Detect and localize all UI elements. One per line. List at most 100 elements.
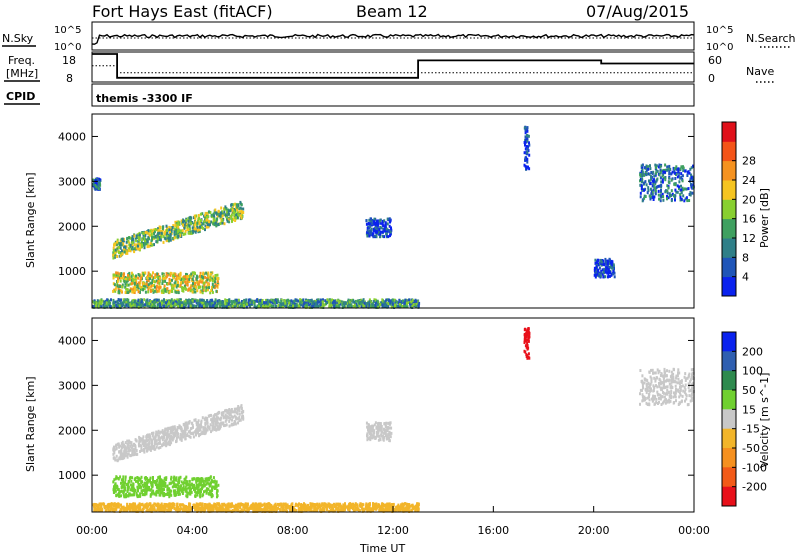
data-cell — [213, 285, 215, 288]
data-cell — [177, 432, 179, 435]
data-cell — [120, 298, 122, 301]
data-cell — [171, 436, 173, 439]
data-cell — [187, 284, 189, 287]
colorbar-tick-label: 8 — [742, 251, 749, 264]
data-cell — [174, 425, 176, 428]
data-cell — [134, 282, 136, 285]
data-cell — [182, 482, 184, 485]
data-cell — [158, 435, 160, 438]
data-cell — [596, 261, 598, 264]
colorbar-segment — [722, 199, 736, 219]
data-cell — [185, 476, 187, 479]
data-cell — [174, 303, 176, 306]
data-cell — [168, 291, 170, 294]
data-cell — [170, 476, 172, 479]
data-cell — [611, 266, 613, 269]
data-cell — [157, 235, 159, 238]
data-cell — [387, 218, 389, 221]
data-cell — [241, 415, 243, 418]
data-cell — [220, 418, 222, 421]
data-cell — [117, 477, 119, 480]
data-cell — [345, 301, 347, 304]
data-cell — [235, 416, 237, 419]
data-cell — [357, 299, 359, 302]
colorbar-segment — [722, 141, 736, 161]
data-cell — [197, 490, 199, 493]
data-cell — [200, 423, 202, 426]
data-cell — [217, 494, 219, 497]
data-cell — [180, 476, 182, 479]
data-cell — [668, 177, 670, 180]
data-cell — [94, 188, 96, 191]
data-cell — [320, 303, 322, 306]
data-cell — [684, 170, 686, 173]
data-cell — [220, 213, 222, 216]
data-cell — [148, 439, 150, 442]
data-cell — [248, 299, 250, 302]
data-cell — [205, 219, 207, 222]
data-cell — [124, 478, 126, 481]
data-cell — [202, 486, 204, 489]
data-cell — [200, 213, 202, 216]
data-cell — [201, 281, 203, 284]
data-cell — [186, 275, 188, 278]
data-cell — [669, 195, 671, 198]
data-cell — [116, 301, 118, 304]
data-cell — [185, 437, 187, 440]
data-cell — [151, 279, 153, 282]
data-cell — [232, 416, 234, 419]
data-cell — [124, 280, 126, 283]
data-cell — [161, 302, 163, 305]
data-cell — [167, 492, 169, 495]
data-cell — [138, 439, 140, 442]
noise-right-tick-top: 10^5 — [706, 25, 733, 36]
data-cell — [176, 476, 178, 479]
data-cell — [382, 304, 384, 307]
data-cell — [141, 243, 143, 246]
data-cell — [678, 180, 680, 183]
data-cell — [239, 210, 241, 213]
data-cell — [214, 280, 216, 283]
data-cell — [527, 147, 529, 150]
data-cell — [211, 286, 213, 289]
data-cell — [178, 485, 180, 488]
data-cell — [399, 303, 401, 306]
data-cell — [117, 459, 119, 462]
data-cell — [156, 479, 158, 482]
data-cell — [369, 231, 371, 234]
data-cell — [237, 412, 239, 415]
data-cell — [203, 483, 205, 486]
data-cell — [235, 408, 237, 411]
data-cell — [242, 410, 244, 413]
noise-left-tick-bottom: 10^0 — [54, 42, 81, 53]
data-cell — [239, 201, 241, 204]
data-cell — [598, 259, 600, 262]
data-cell — [127, 483, 129, 486]
data-cell — [182, 220, 184, 223]
data-cell — [689, 168, 691, 171]
data-cell — [178, 426, 180, 429]
data-cell — [142, 493, 144, 496]
data-cell — [194, 430, 196, 433]
data-cell — [674, 199, 676, 202]
data-cell — [675, 183, 677, 186]
data-cell — [256, 300, 258, 303]
data-cell — [164, 439, 166, 442]
data-cell — [385, 232, 387, 235]
data-cell — [160, 238, 162, 241]
noise-sky-label: N.Sky — [2, 32, 34, 45]
data-cell — [595, 271, 597, 274]
data-cell — [167, 485, 169, 488]
data-cell — [131, 447, 133, 450]
noise-left-tick-top: 10^5 — [54, 25, 81, 36]
data-cell — [137, 479, 139, 482]
data-cell — [192, 282, 194, 285]
data-cell — [207, 426, 209, 429]
data-cell — [190, 273, 192, 276]
data-cell — [114, 283, 116, 286]
data-cell — [220, 207, 222, 210]
data-cell — [367, 229, 369, 232]
data-cell — [196, 276, 198, 279]
data-cell — [646, 183, 648, 186]
data-cell — [174, 224, 176, 227]
